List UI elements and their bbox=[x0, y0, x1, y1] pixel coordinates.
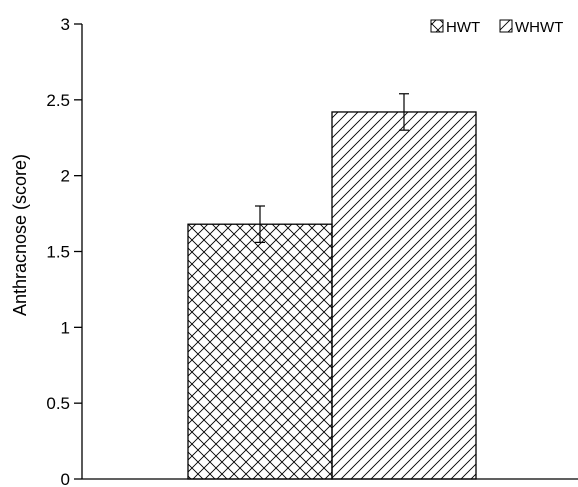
legend-item-hwt: HWT bbox=[430, 19, 480, 36]
y-axis: 0 0.5 1 1.5 2 2.5 3 bbox=[46, 15, 83, 487]
legend-swatch bbox=[499, 19, 513, 33]
error-bars bbox=[255, 93, 409, 243]
legend: HWT WHWT bbox=[430, 19, 563, 36]
y-tick-label: 1 bbox=[61, 318, 70, 337]
error-bar-hwt bbox=[255, 205, 265, 243]
y-tick-label: 3 bbox=[61, 15, 70, 34]
legend-label: WHWT bbox=[515, 19, 563, 36]
y-tick-label: 0 bbox=[61, 470, 70, 487]
y-tick-label: 2 bbox=[61, 167, 70, 186]
bars bbox=[187, 111, 477, 480]
y-tick-label: 2.5 bbox=[46, 91, 70, 110]
error-bar-whwt bbox=[399, 93, 409, 131]
y-axis-title: Anthracnose (score) bbox=[10, 154, 30, 316]
y-tick-label: 0.5 bbox=[46, 394, 70, 413]
legend-label: HWT bbox=[446, 19, 480, 36]
bar-hwt bbox=[187, 223, 333, 480]
legend-swatch bbox=[430, 19, 444, 33]
legend-item-whwt: WHWT bbox=[499, 19, 563, 36]
bar-whwt bbox=[331, 111, 477, 480]
y-tick-label: 1.5 bbox=[46, 243, 70, 262]
